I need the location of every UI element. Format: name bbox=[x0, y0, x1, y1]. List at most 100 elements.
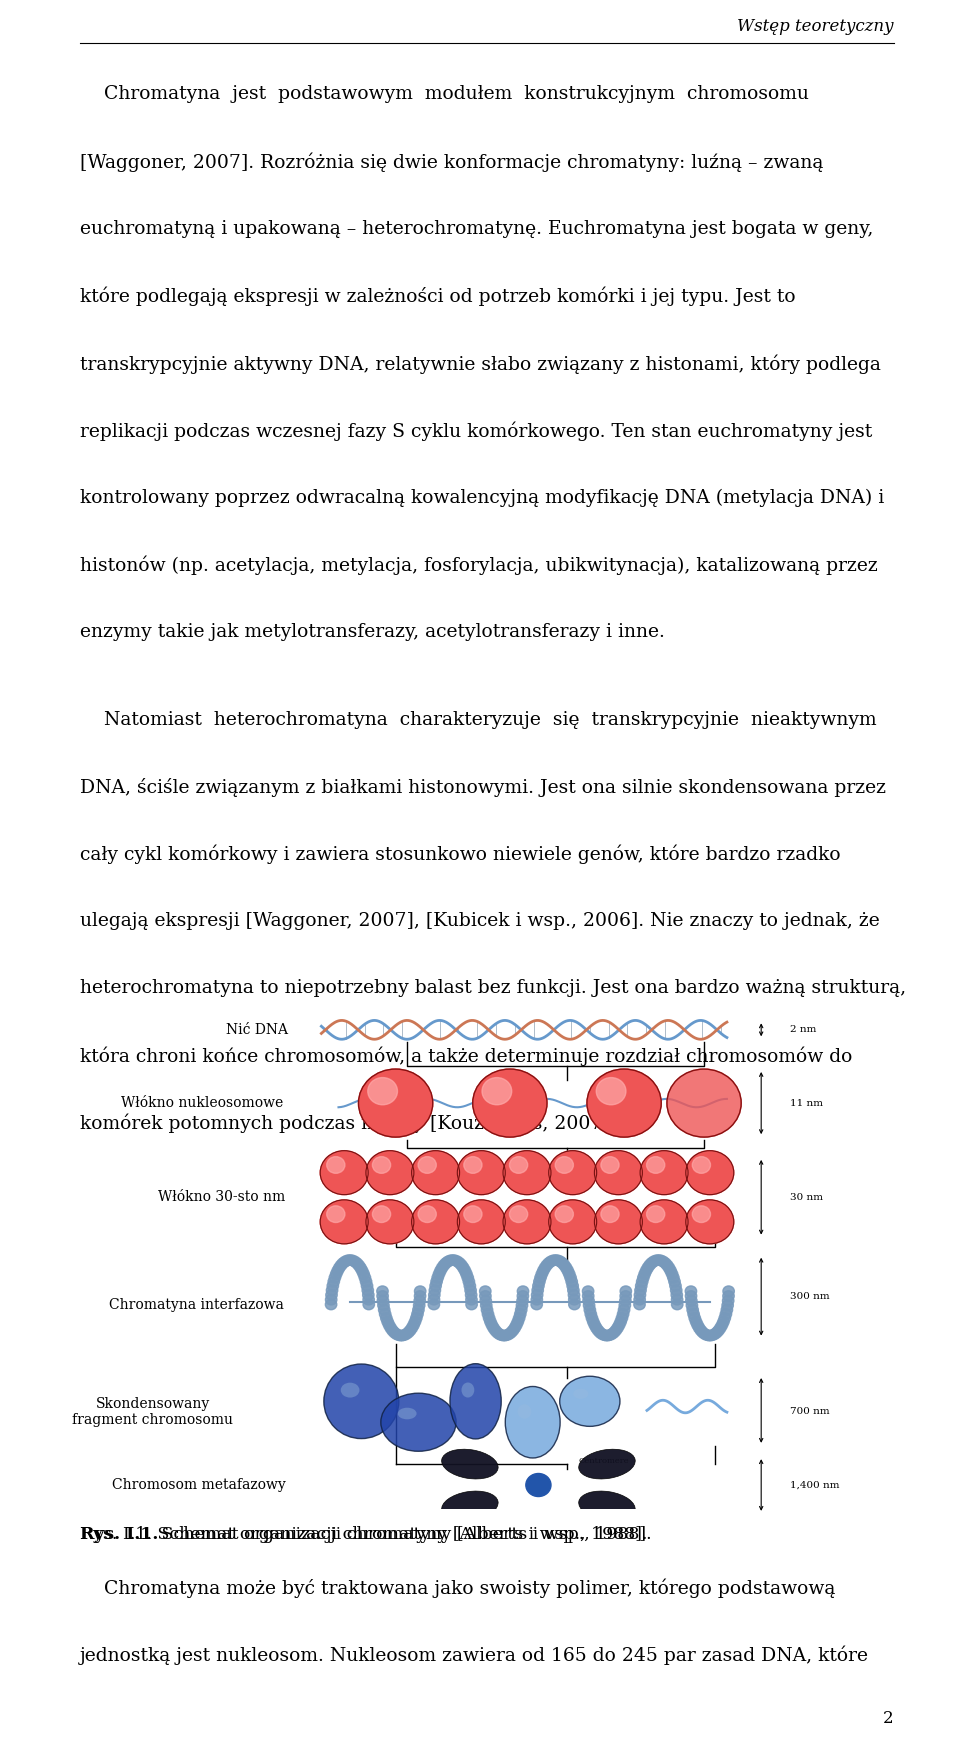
Circle shape bbox=[389, 1327, 400, 1338]
Circle shape bbox=[532, 1285, 543, 1296]
Circle shape bbox=[549, 1200, 597, 1243]
Circle shape bbox=[618, 1305, 630, 1315]
Circle shape bbox=[692, 1156, 710, 1174]
Circle shape bbox=[454, 1257, 466, 1268]
Circle shape bbox=[437, 1263, 448, 1273]
Circle shape bbox=[358, 1268, 370, 1278]
Circle shape bbox=[377, 1291, 388, 1301]
Circle shape bbox=[610, 1325, 621, 1336]
Circle shape bbox=[667, 1069, 741, 1137]
Text: Rys. I.1. Schemat organizacji chromatyny [Alberts i wsp., 1988].: Rys. I.1. Schemat organizacji chromatyny… bbox=[80, 1526, 647, 1543]
Circle shape bbox=[685, 1285, 697, 1296]
Circle shape bbox=[412, 1200, 460, 1243]
Ellipse shape bbox=[579, 1449, 636, 1479]
Circle shape bbox=[613, 1320, 625, 1331]
Circle shape bbox=[583, 1285, 594, 1296]
Circle shape bbox=[400, 1329, 412, 1339]
Circle shape bbox=[438, 1259, 449, 1270]
Circle shape bbox=[363, 1294, 374, 1305]
Circle shape bbox=[461, 1268, 472, 1278]
Circle shape bbox=[693, 1322, 705, 1332]
Circle shape bbox=[431, 1277, 443, 1287]
Circle shape bbox=[459, 1266, 470, 1277]
Circle shape bbox=[566, 1277, 577, 1287]
Circle shape bbox=[415, 1291, 426, 1301]
Circle shape bbox=[549, 1256, 561, 1266]
Circle shape bbox=[718, 1317, 730, 1327]
Circle shape bbox=[363, 1291, 374, 1301]
Circle shape bbox=[480, 1296, 492, 1306]
Circle shape bbox=[457, 1200, 505, 1243]
Circle shape bbox=[480, 1291, 492, 1301]
Circle shape bbox=[619, 1296, 631, 1306]
Circle shape bbox=[466, 1299, 477, 1310]
Circle shape bbox=[538, 1266, 549, 1277]
Circle shape bbox=[391, 1329, 402, 1339]
Circle shape bbox=[396, 1331, 408, 1341]
Circle shape bbox=[404, 1325, 416, 1336]
Circle shape bbox=[376, 1285, 388, 1296]
Circle shape bbox=[363, 1299, 374, 1310]
Circle shape bbox=[687, 1305, 698, 1315]
Circle shape bbox=[620, 1285, 632, 1296]
Circle shape bbox=[432, 1273, 444, 1284]
Circle shape bbox=[493, 1329, 505, 1339]
Text: histonów (np. acetylacja, metylacja, fosforylacja, ubikwitynacja), katalizowaną : histonów (np. acetylacja, metylacja, fos… bbox=[80, 555, 877, 576]
Circle shape bbox=[567, 1285, 579, 1296]
Circle shape bbox=[663, 1263, 675, 1273]
Text: heterochromatyna to niepotrzebny balast bez funkcji. Jest ona bardzo ważną struk: heterochromatyna to niepotrzebny balast … bbox=[80, 978, 906, 998]
Circle shape bbox=[481, 1305, 492, 1315]
Circle shape bbox=[450, 1256, 462, 1266]
Ellipse shape bbox=[579, 1491, 636, 1521]
Circle shape bbox=[557, 1257, 568, 1268]
Circle shape bbox=[695, 1325, 707, 1336]
Text: Chromosom metafazowy: Chromosom metafazowy bbox=[112, 1477, 286, 1493]
Circle shape bbox=[551, 1256, 563, 1266]
Circle shape bbox=[515, 1308, 526, 1318]
Ellipse shape bbox=[442, 1491, 498, 1521]
Circle shape bbox=[721, 1305, 732, 1315]
Circle shape bbox=[705, 1331, 716, 1341]
Circle shape bbox=[456, 1259, 468, 1270]
Circle shape bbox=[413, 1305, 424, 1315]
Ellipse shape bbox=[324, 1364, 398, 1439]
Text: Chromatyna interfazowa: Chromatyna interfazowa bbox=[109, 1298, 284, 1311]
Text: transkrypcyjnie aktywny DNA, relatywnie słabo związany z histonami, który podleg: transkrypcyjnie aktywny DNA, relatywnie … bbox=[80, 354, 880, 373]
Circle shape bbox=[505, 1327, 516, 1338]
Circle shape bbox=[692, 1205, 710, 1223]
Circle shape bbox=[671, 1294, 683, 1305]
Circle shape bbox=[492, 1327, 503, 1338]
Circle shape bbox=[697, 1327, 708, 1338]
Circle shape bbox=[588, 1317, 599, 1327]
Circle shape bbox=[398, 1331, 410, 1341]
Circle shape bbox=[609, 1327, 619, 1338]
Circle shape bbox=[650, 1256, 661, 1266]
Circle shape bbox=[393, 1331, 404, 1341]
Circle shape bbox=[330, 1268, 342, 1278]
Circle shape bbox=[564, 1273, 576, 1284]
Circle shape bbox=[430, 1280, 442, 1291]
Text: 2: 2 bbox=[883, 1709, 894, 1727]
Ellipse shape bbox=[381, 1393, 456, 1451]
Circle shape bbox=[647, 1205, 664, 1223]
Circle shape bbox=[535, 1273, 546, 1284]
Circle shape bbox=[490, 1325, 501, 1336]
Circle shape bbox=[531, 1299, 542, 1310]
Text: jednostką jest nukleosom. Nukleosom zawiera od 165 do 245 par zasad DNA, które: jednostką jest nukleosom. Nukleosom zawi… bbox=[80, 1646, 869, 1666]
Circle shape bbox=[660, 1257, 671, 1268]
Text: Rys. I.1.: Rys. I.1. bbox=[80, 1526, 158, 1543]
Circle shape bbox=[636, 1277, 648, 1287]
Circle shape bbox=[533, 1280, 544, 1291]
Ellipse shape bbox=[573, 1388, 588, 1399]
Circle shape bbox=[619, 1299, 631, 1310]
Circle shape bbox=[339, 1256, 350, 1266]
Text: ulegają ekspresji [Waggoner, 2007], [Kubicek i wsp., 2006]. Nie znaczy to jednak: ulegają ekspresji [Waggoner, 2007], [Kub… bbox=[80, 912, 879, 930]
Circle shape bbox=[516, 1299, 528, 1310]
Circle shape bbox=[685, 1151, 733, 1195]
Circle shape bbox=[464, 1156, 482, 1174]
Circle shape bbox=[692, 1320, 704, 1331]
Circle shape bbox=[636, 1280, 647, 1291]
Circle shape bbox=[495, 1331, 507, 1341]
Circle shape bbox=[561, 1263, 572, 1273]
Circle shape bbox=[637, 1273, 649, 1284]
